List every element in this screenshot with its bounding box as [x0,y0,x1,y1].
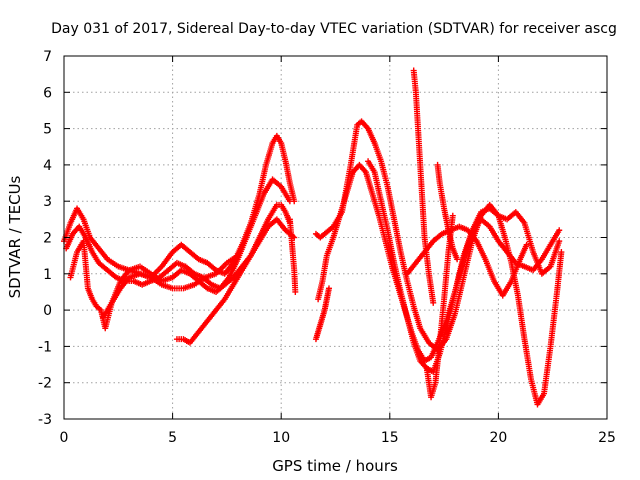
series-t12 [410,67,437,306]
y-tick-label: 7 [43,49,52,65]
axis-ticks [63,55,608,420]
y-tick-label: 0 [43,303,52,319]
series-t9 [312,285,332,343]
series-t4 [173,201,293,346]
series-t13 [423,212,456,401]
y-tick-label: -3 [38,412,52,428]
data-point [292,288,299,295]
series-t5 [100,252,241,321]
series-t14 [434,161,461,263]
x-tick-label: 10 [272,430,290,446]
chart-title: Day 031 of 2017, Sidereal Day-to-day VTE… [51,21,617,37]
data-point [454,256,461,263]
y-tick-label: 2 [43,231,52,247]
data-point [430,299,437,306]
y-tick-label: 1 [43,267,52,283]
x-tick-label: 15 [381,430,399,446]
x-tick-label: 25 [598,430,616,446]
x-tick-labels: 0 5 10 15 20 25 [60,430,616,446]
y-tick-labels: -3 -2 -1 0 1 2 3 4 5 6 7 [38,49,52,428]
y-axis-label: SDTVAR / TECUs [6,175,24,298]
series-t11 [404,223,530,299]
series-t10 [365,158,563,375]
y-tick-label: 6 [43,85,52,101]
data-point [523,241,530,248]
data-point [291,234,298,241]
series-t6 [286,216,299,295]
data-points [61,67,565,408]
data-point [556,227,563,234]
data-point [234,252,241,259]
y-tick-label: -2 [38,376,52,392]
y-tick-label: -1 [38,339,52,355]
x-tick-label: 5 [168,430,177,446]
x-tick-label: 0 [60,430,69,446]
data-point [325,285,332,292]
x-tick-label: 20 [489,430,507,446]
x-axis-label: GPS time / hours [272,457,398,475]
data-point [556,238,563,245]
data-point [558,249,565,256]
data-point [449,212,456,219]
y-tick-label: 5 [43,122,52,138]
data-point [286,198,293,205]
y-tick-label: 3 [43,194,52,210]
y-tick-label: 4 [43,158,52,174]
